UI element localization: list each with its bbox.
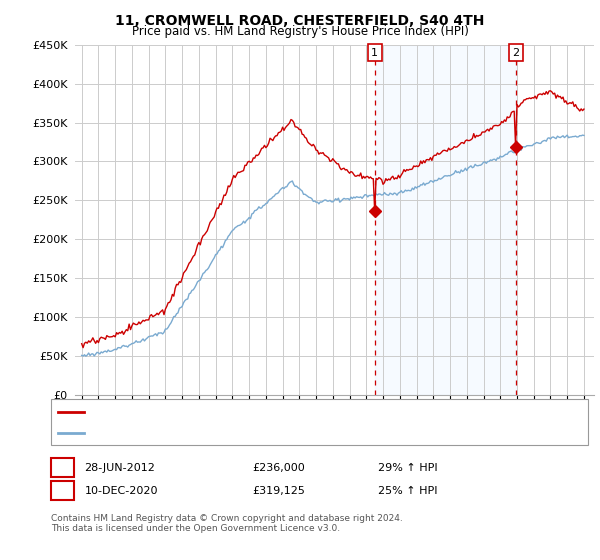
Text: 25% ↑ HPI: 25% ↑ HPI xyxy=(378,486,437,496)
Text: 2: 2 xyxy=(59,484,66,497)
Text: 11, CROMWELL ROAD, CHESTERFIELD, S40 4TH: 11, CROMWELL ROAD, CHESTERFIELD, S40 4TH xyxy=(115,14,485,28)
Text: Price paid vs. HM Land Registry's House Price Index (HPI): Price paid vs. HM Land Registry's House … xyxy=(131,25,469,38)
Bar xyxy=(374,45,515,395)
Text: 10-DEC-2020: 10-DEC-2020 xyxy=(85,486,158,496)
Text: £236,000: £236,000 xyxy=(252,463,305,473)
Text: £319,125: £319,125 xyxy=(252,486,305,496)
Text: 29% ↑ HPI: 29% ↑ HPI xyxy=(378,463,437,473)
Text: 1: 1 xyxy=(371,48,378,58)
Text: 11, CROMWELL ROAD, CHESTERFIELD, S40 4TH (detached house): 11, CROMWELL ROAD, CHESTERFIELD, S40 4TH… xyxy=(89,407,416,417)
Text: 1: 1 xyxy=(59,461,66,474)
Text: 2: 2 xyxy=(512,48,519,58)
Text: 28-JUN-2012: 28-JUN-2012 xyxy=(85,463,155,473)
Text: Contains HM Land Registry data © Crown copyright and database right 2024.
This d: Contains HM Land Registry data © Crown c… xyxy=(51,514,403,534)
Text: HPI: Average price, detached house, Chesterfield: HPI: Average price, detached house, Ches… xyxy=(89,428,334,438)
